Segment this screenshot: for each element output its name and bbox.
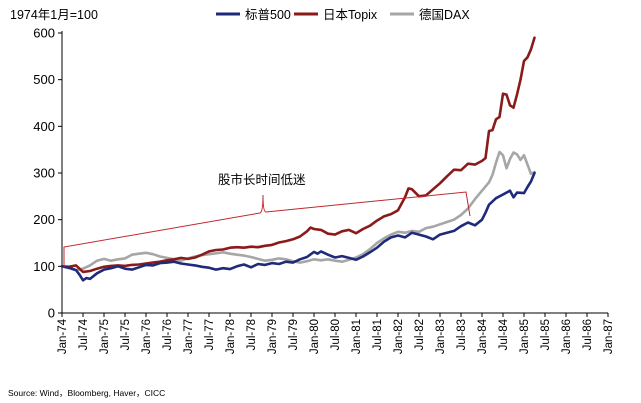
x-tick-label-Jul-81: Jul-81 [372,319,384,350]
x-tick-label-Jul-80: Jul-80 [330,319,342,350]
x-tick-label-Jan-86: Jan-86 [561,319,573,354]
x-tick-label-Jul-78: Jul-78 [246,319,258,350]
x-tick-label-Jul-82: Jul-82 [414,319,426,350]
y-tick-label-0: 0 [48,306,55,321]
index-base-label: 1974年1月=100 [10,8,98,22]
x-tick-label-Jul-83: Jul-83 [456,319,468,350]
x-tick-label-Jan-87: Jan-87 [603,319,615,354]
x-tick-label-Jan-79: Jan-79 [267,319,279,354]
y-axis: 0 100 200 300 400 500 600 [33,26,63,321]
series-lines [60,36,536,282]
x-axis: Jan-74 Jul-74 Jan-75 Jul-75 Jan-76 Jul-76 Jan-… [57,312,615,354]
x-tick-label-Jan-84: Jan-84 [477,318,489,354]
y-tick-label-400: 400 [33,119,55,134]
x-tick-label-Jul-74: Jul-74 [78,318,90,350]
x-tick-label-Jan-80: Jan-80 [309,319,321,354]
x-tick-label-Jul-84: Jul-84 [498,318,510,350]
x-tick-label-Jan-77: Jan-77 [183,319,195,354]
y-tick-label-100: 100 [33,259,55,274]
x-tick-label-Jan-78: Jan-78 [225,319,237,354]
x-tick-label-Jan-83: Jan-83 [435,319,447,354]
y-tick-label-600: 600 [33,26,55,41]
legend-label-dax: 德国DAX [419,7,470,22]
x-tick-label-Jul-75: Jul-75 [120,319,132,350]
x-tick-label-Jan-75: Jan-75 [99,319,111,354]
annotation-bracket [63,191,471,268]
series-line-dax [60,150,536,272]
annotation-text: 股市长时间低迷 [218,172,306,187]
source-note: Source: Wind，Bloomberg, Haver，CICC [8,388,165,398]
x-tick-label-Jan-82: Jan-82 [393,319,405,354]
y-tick-label-200: 200 [33,212,55,227]
y-tick-label-300: 300 [33,166,55,181]
x-tick-label-Jan-85: Jan-85 [519,319,531,354]
y-tick-label-500: 500 [33,72,55,87]
x-tick-label-Jan-74: Jan-74 [57,318,69,354]
series-line-sp500 [60,171,536,282]
x-tick-label-Jul-77: Jul-77 [204,319,216,350]
legend-label-topix: 日本Topix [323,8,378,22]
legend-label-sp500: 标普500 [245,8,291,22]
series-line-topix [60,36,536,274]
x-tick-label-Jul-79: Jul-79 [288,319,300,350]
x-tick-label-Jul-86: Jul-86 [582,319,594,350]
legend: 标普500 日本Topix 德国DAX [216,7,470,22]
x-tick-label-Jul-85: Jul-85 [540,319,552,350]
x-tick-label-Jan-76: Jan-76 [141,319,153,354]
x-tick-label-Jan-81: Jan-81 [351,319,363,354]
x-tick-label-Jul-76: Jul-76 [162,319,174,350]
